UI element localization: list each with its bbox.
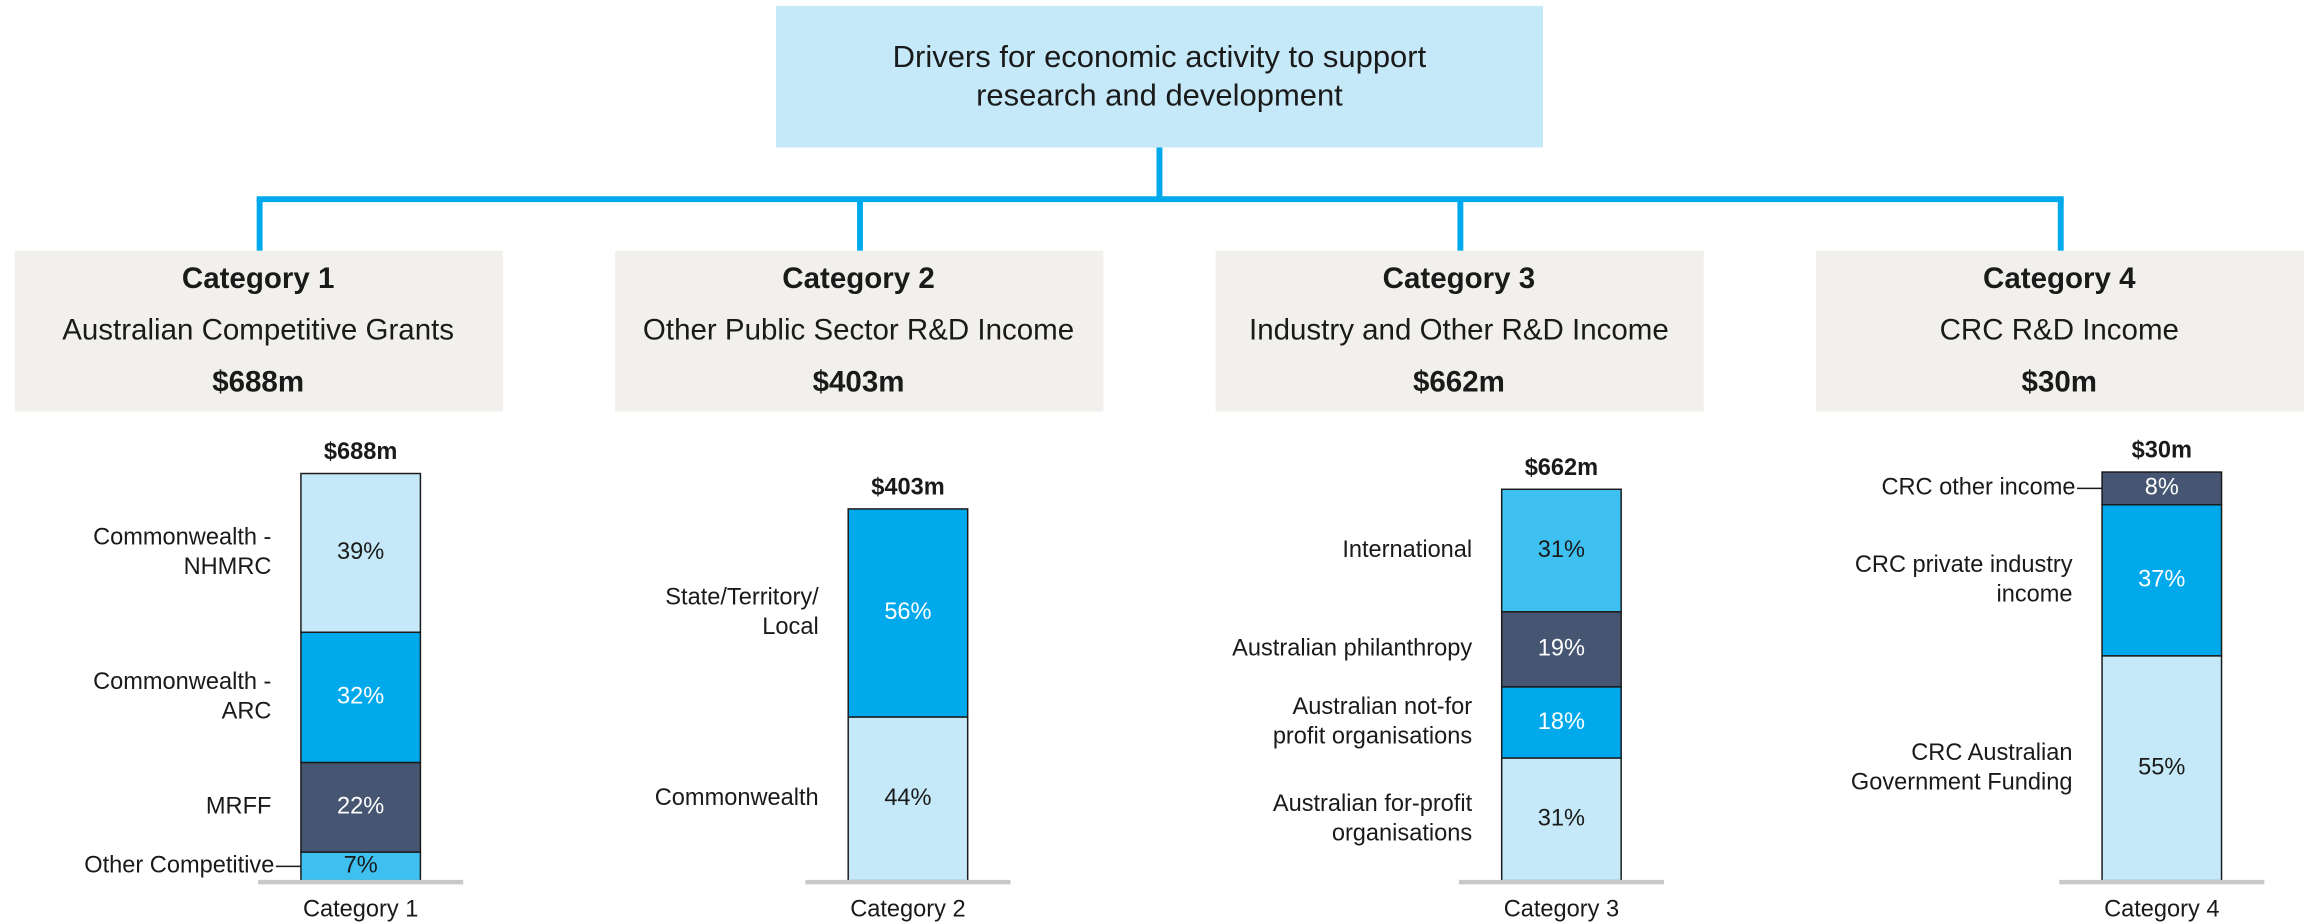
bar-total: $662m xyxy=(1525,455,1598,481)
category-total: $403m xyxy=(813,365,905,398)
segment-label: NHMRC xyxy=(184,554,272,580)
segment-label: ARC xyxy=(222,698,272,724)
bar-total: $403m xyxy=(871,475,944,501)
segment-label: organisations xyxy=(1332,820,1472,846)
segment-value: 37% xyxy=(2138,567,2185,593)
category-box xyxy=(615,250,1104,412)
segment-value: 55% xyxy=(2138,755,2185,781)
category-box xyxy=(1215,250,1704,412)
title-line: research and development xyxy=(976,78,1343,113)
category-box xyxy=(1815,250,2305,412)
segment-label: Commonwealth - xyxy=(93,524,271,550)
segment-value: 22% xyxy=(337,794,384,820)
segment-label: Government Funding xyxy=(1851,769,2073,795)
segment-value: 39% xyxy=(337,539,384,565)
segment-label: Australian not-for xyxy=(1293,694,1473,720)
category-heading: Category 3 xyxy=(1383,262,1535,295)
category-name: Other Public Sector R&D Income xyxy=(643,314,1074,347)
category-heading: Category 1 xyxy=(182,262,334,295)
bar-segment xyxy=(300,761,422,853)
segment-value: 31% xyxy=(1538,806,1585,832)
segment-value: 8% xyxy=(2145,475,2179,501)
segment-label: CRC other income xyxy=(1881,475,2075,501)
bar-segment xyxy=(1500,611,1622,688)
bar-segment xyxy=(847,508,969,718)
title-line: Drivers for economic activity to support xyxy=(893,39,1427,74)
segment-label: CRC Australian xyxy=(1911,740,2072,766)
segment-value: 18% xyxy=(1538,709,1585,735)
bar-axis-label: Category 4 xyxy=(2104,896,2219,922)
segment-label: Australian for-profit xyxy=(1273,791,1473,817)
segment-value: 19% xyxy=(1538,636,1585,662)
category-total: $30m xyxy=(2022,365,2097,398)
bar-total: $30m xyxy=(2132,438,2192,464)
segment-value: 7% xyxy=(344,853,378,879)
category-total: $662m xyxy=(1413,365,1505,398)
segment-value: 44% xyxy=(884,785,931,811)
segment-label: Other Competitive xyxy=(84,853,274,879)
bar-segment xyxy=(1500,686,1622,759)
category-heading: Category 2 xyxy=(782,262,934,295)
bar-axis-label: Category 1 xyxy=(303,896,418,922)
segment-value: 56% xyxy=(884,599,931,625)
connector xyxy=(256,147,2064,251)
segment-value: 32% xyxy=(337,684,384,710)
segment-label: Commonwealth - xyxy=(93,669,271,695)
bar-axis-label: Category 2 xyxy=(850,896,965,922)
segment-label: Commonwealth xyxy=(655,785,819,811)
category-name: Industry and Other R&D Income xyxy=(1249,314,1669,347)
segment-label: MRFF xyxy=(206,794,272,820)
bar-segment xyxy=(2101,503,2223,657)
bar-segment xyxy=(847,716,969,882)
segment-label: CRC private industry xyxy=(1855,552,2073,578)
bar-segment xyxy=(300,472,422,634)
bar-axis-label: Category 3 xyxy=(1504,896,1619,922)
bar-segment xyxy=(2101,655,2223,882)
bar-total: $688m xyxy=(324,439,397,465)
segment-label: Local xyxy=(762,614,818,640)
category-box xyxy=(14,250,504,412)
segment-value: 31% xyxy=(1538,537,1585,563)
category-name: Australian Competitive Grants xyxy=(62,314,454,347)
segment-label: State/Territory/ xyxy=(665,584,819,610)
category-total: $688m xyxy=(212,365,304,398)
segment-label: Australian philanthropy xyxy=(1232,636,1472,662)
segment-label: International xyxy=(1342,537,1472,563)
category-name: CRC R&D Income xyxy=(1940,314,2179,347)
bar-segment xyxy=(300,851,422,882)
bar-segment xyxy=(300,631,422,764)
segment-label: profit organisations xyxy=(1273,724,1472,750)
segment-label: income xyxy=(1996,581,2072,607)
bar-segment xyxy=(1500,488,1622,613)
category-heading: Category 4 xyxy=(1983,262,2136,295)
title-box xyxy=(775,5,1543,148)
